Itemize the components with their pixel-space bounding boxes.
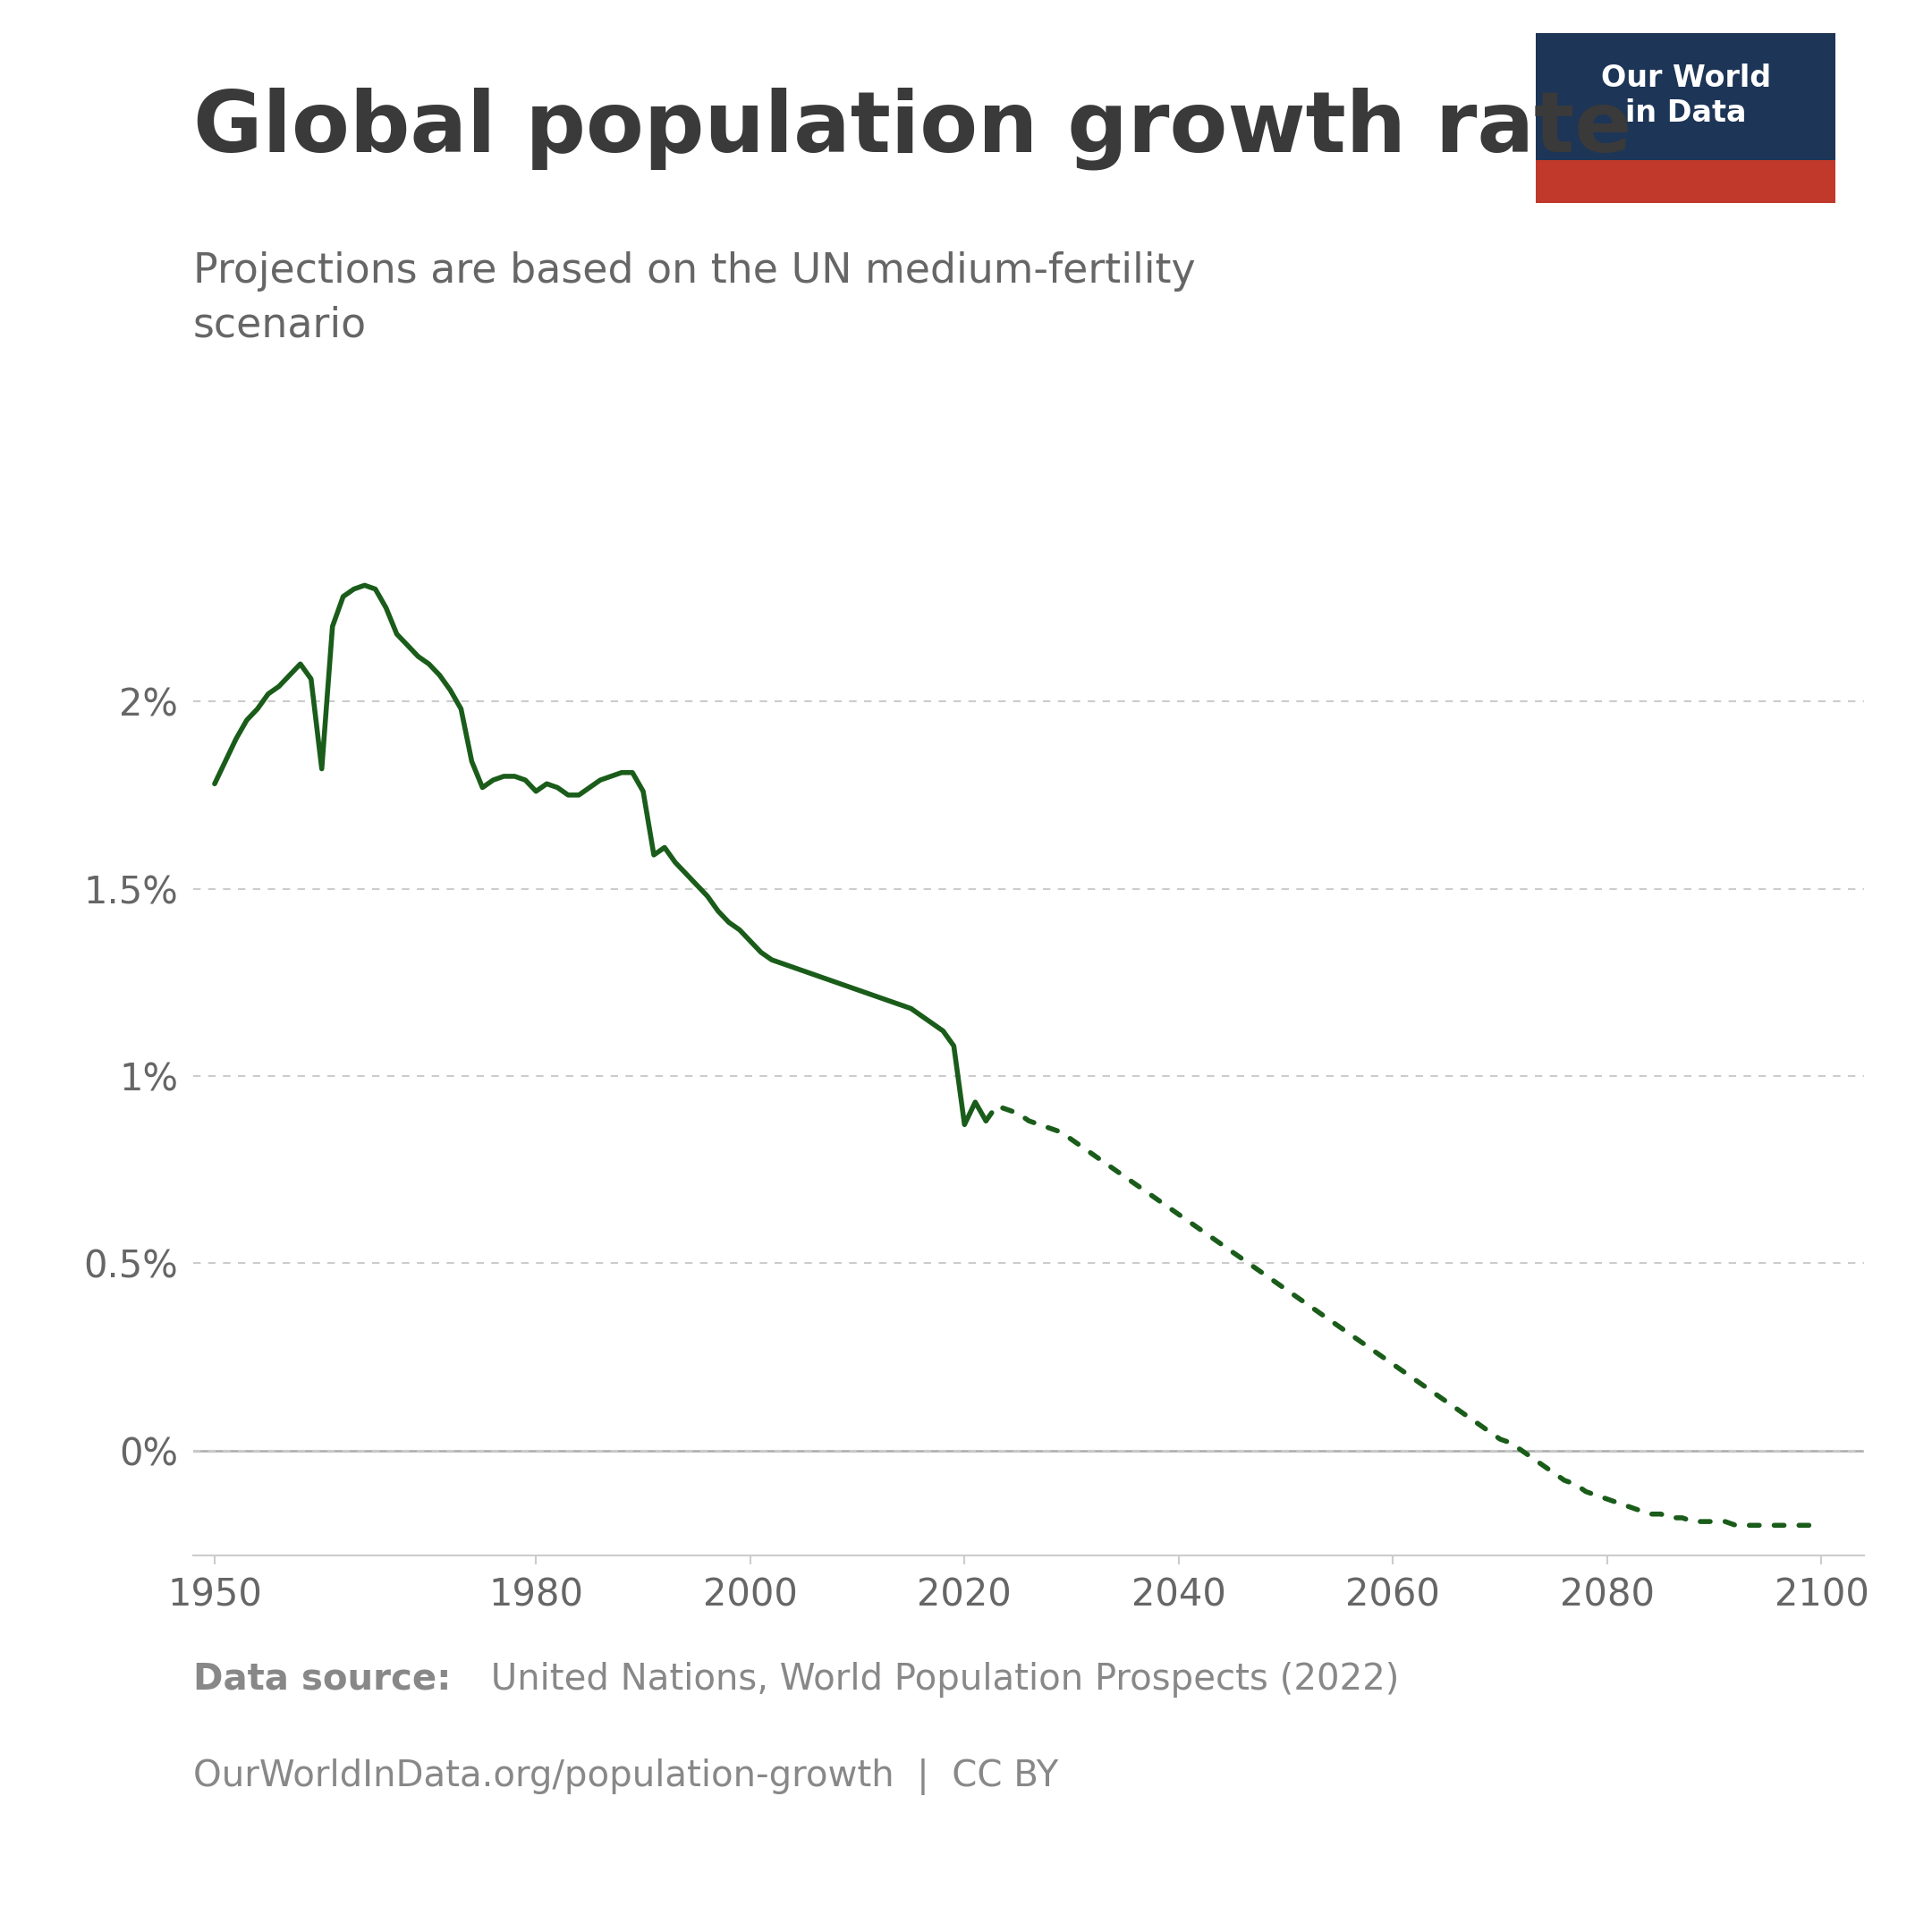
Bar xyxy=(1536,33,1835,160)
Text: Global population growth rate: Global population growth rate xyxy=(193,87,1633,170)
Bar xyxy=(1536,160,1835,203)
Text: Data source:: Data source: xyxy=(193,1662,452,1698)
Text: OurWorldInData.org/population-growth  |  CC BY: OurWorldInData.org/population-growth | C… xyxy=(193,1758,1059,1795)
Text: Projections are based on the UN medium-fertility
scenario: Projections are based on the UN medium-f… xyxy=(193,251,1196,346)
Text: Our World
in Data: Our World in Data xyxy=(1600,64,1772,128)
Text: United Nations, World Population Prospects (2022): United Nations, World Population Prospec… xyxy=(479,1662,1399,1698)
